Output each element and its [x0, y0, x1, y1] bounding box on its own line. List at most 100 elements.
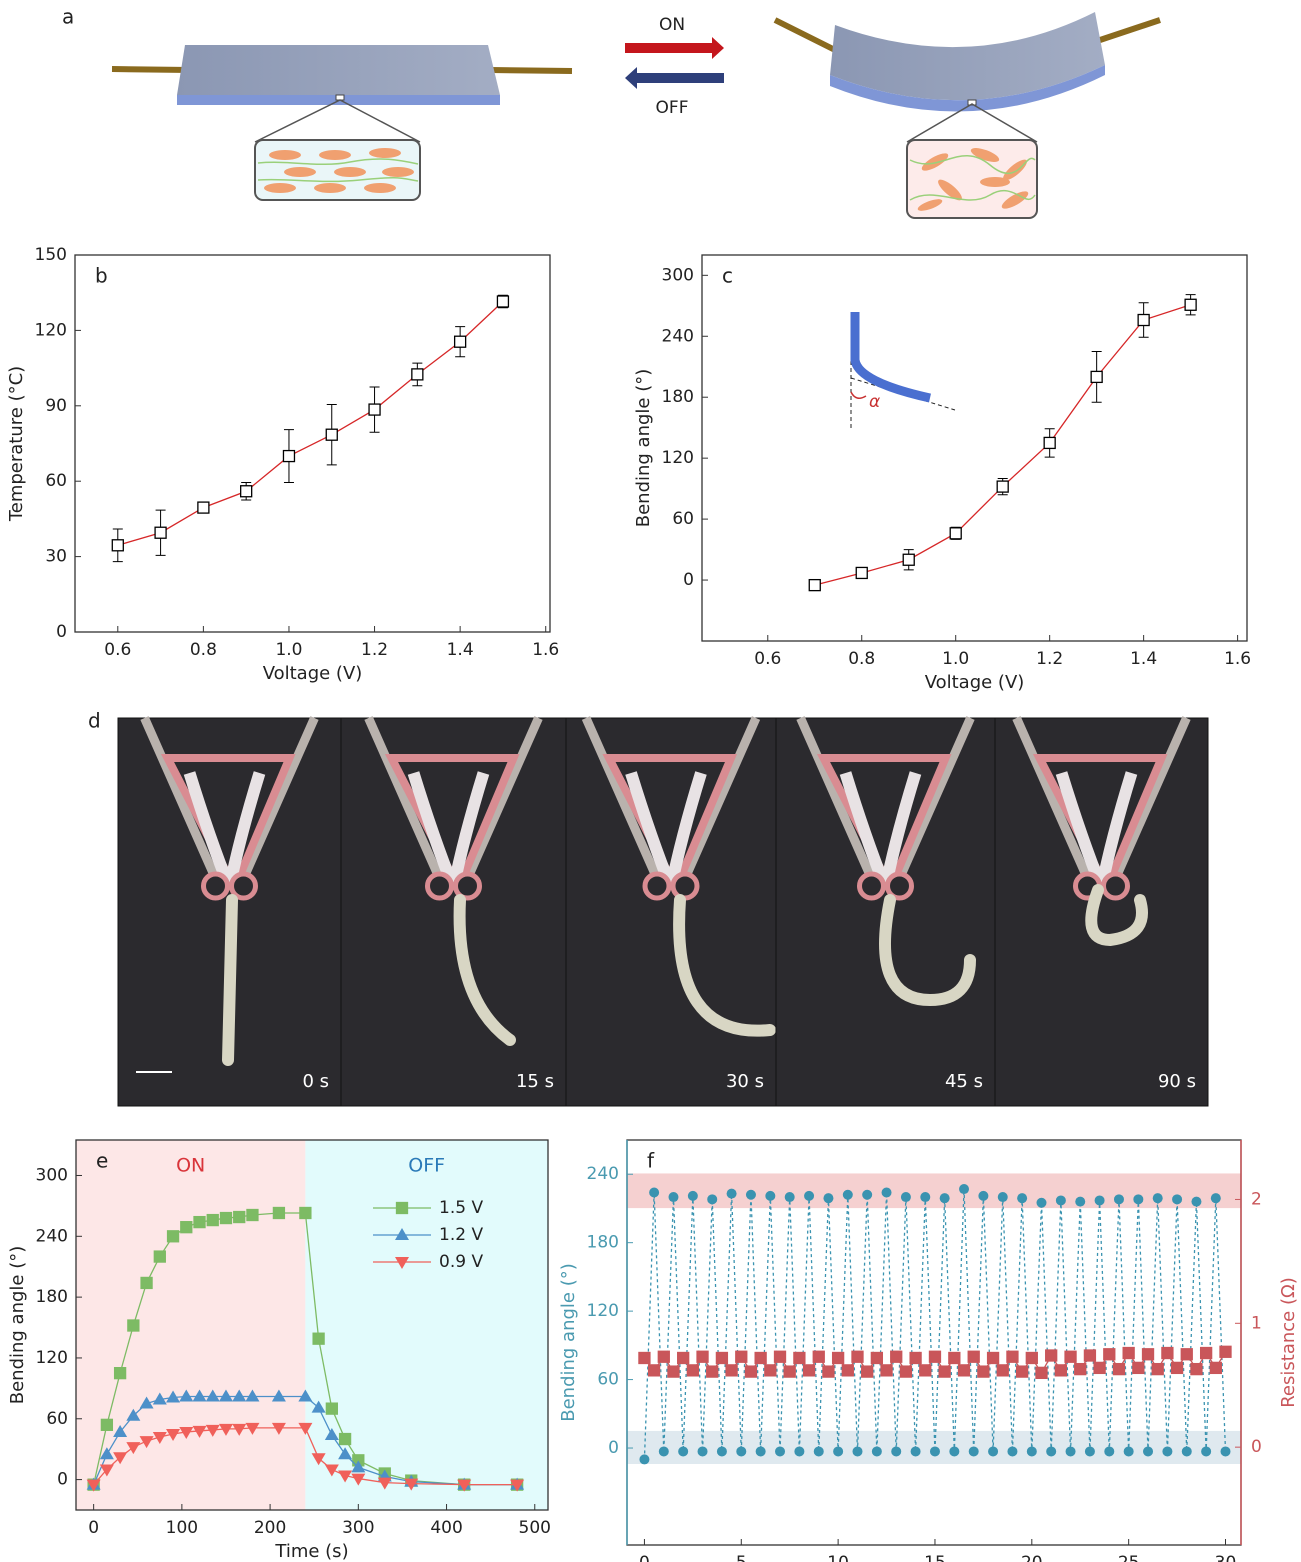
- marker: [978, 1190, 989, 1201]
- marker: [677, 1351, 690, 1365]
- y-tick-label: 60: [597, 1370, 619, 1390]
- marker: [842, 1189, 853, 1200]
- marker: [1074, 1362, 1087, 1376]
- mesogens: [917, 148, 1029, 211]
- marker: [657, 1350, 670, 1363]
- y-tick-label: 120: [587, 1301, 619, 1321]
- tweezers: [140, 716, 319, 885]
- marker: [841, 1364, 854, 1377]
- actuator: [222, 894, 238, 1066]
- marker: [871, 1446, 882, 1457]
- photo: [994, 717, 1209, 1107]
- marker: [180, 1221, 193, 1234]
- film: [177, 45, 500, 95]
- marker: [687, 1190, 698, 1201]
- y-tick-label: 120: [662, 448, 694, 468]
- x-tick-label: 1.4: [1130, 649, 1157, 669]
- marker: [245, 1389, 260, 1402]
- label-off: OFF: [656, 98, 689, 118]
- marker: [744, 1365, 758, 1378]
- marker: [891, 1446, 902, 1457]
- clamp: [670, 871, 700, 901]
- inset-label: α: [869, 392, 880, 412]
- polymer-chains: [257, 158, 419, 183]
- marker: [510, 1479, 525, 1492]
- marker: [1064, 1350, 1077, 1363]
- clamp: [201, 871, 230, 901]
- marker: [411, 368, 424, 381]
- marker: [1161, 1346, 1174, 1360]
- marker: [736, 1446, 747, 1457]
- marker: [715, 1351, 729, 1365]
- marker: [735, 1350, 748, 1363]
- marker: [658, 1446, 669, 1457]
- y2-tick-label: 1: [1251, 1313, 1262, 1333]
- legend-label: 1.2 V: [439, 1225, 483, 1245]
- x-tick-label: 5: [736, 1553, 747, 1562]
- film-bent: [830, 12, 1105, 101]
- marker: [861, 1365, 874, 1378]
- marker: [793, 1351, 806, 1365]
- tweezers: [1012, 716, 1191, 885]
- x-tick-label: 400: [430, 1518, 462, 1538]
- x-tick-label: 0: [88, 1518, 99, 1538]
- marker: [880, 1364, 893, 1377]
- marker: [154, 526, 167, 539]
- chart: 051015202530060120180240012fCycleBending…: [558, 1139, 1299, 1562]
- marker: [899, 1365, 913, 1378]
- marker: [862, 1189, 873, 1200]
- marker: [1025, 1351, 1038, 1365]
- inset-film: [850, 312, 931, 403]
- band: [627, 1173, 1241, 1209]
- y-tick-label: 120: [36, 1348, 68, 1368]
- marker: [667, 1365, 680, 1378]
- marker: [140, 1276, 153, 1290]
- y-tick-label: 60: [45, 471, 67, 491]
- marker: [726, 1188, 737, 1199]
- y-tick-label: 300: [662, 265, 694, 285]
- marker: [338, 1447, 353, 1460]
- marker: [986, 1351, 1000, 1365]
- marker: [1190, 1362, 1203, 1376]
- legend-label: 1.5 V: [439, 1198, 483, 1218]
- marker: [271, 1422, 286, 1435]
- y-tick-label: 120: [35, 320, 67, 340]
- marker: [949, 1446, 960, 1457]
- marker: [404, 1478, 419, 1491]
- panel-label: f: [647, 1149, 655, 1173]
- time-label: 45 s: [945, 1071, 983, 1092]
- marker: [179, 1426, 194, 1439]
- marker: [686, 1364, 700, 1377]
- marker: [166, 1428, 181, 1441]
- marker: [696, 1350, 709, 1363]
- marker: [1043, 436, 1056, 450]
- marker: [100, 1418, 114, 1431]
- marker: [99, 1447, 114, 1460]
- x-tick-label: 200: [254, 1518, 286, 1538]
- marker: [325, 1402, 339, 1415]
- y-tick-label: 300: [36, 1165, 68, 1185]
- y-tick-label: 180: [662, 387, 694, 407]
- x-tick-label: 500: [519, 1518, 551, 1538]
- marker: [351, 1460, 366, 1473]
- clamp: [229, 871, 258, 901]
- clamp: [885, 871, 914, 901]
- marker-box: [967, 99, 977, 106]
- region-label: OFF: [408, 1155, 445, 1177]
- marker: [716, 1446, 727, 1457]
- marker: [1151, 1362, 1164, 1376]
- photo: [340, 717, 567, 1107]
- marker: [784, 1192, 795, 1203]
- y-tick-label: 60: [672, 509, 694, 529]
- marker: [245, 1422, 260, 1435]
- x-axis-label: Voltage (V): [263, 663, 363, 684]
- region: [305, 1140, 548, 1510]
- x-tick-label: 0: [639, 1553, 650, 1562]
- x-tick-label: 1.2: [1036, 649, 1063, 669]
- y-tick-label: 150: [35, 245, 67, 265]
- marker: [1113, 1194, 1124, 1205]
- x-tick-label: 300: [342, 1518, 374, 1538]
- marker: [126, 1408, 141, 1421]
- series-line: [117, 301, 504, 546]
- marker: [1017, 1193, 1028, 1204]
